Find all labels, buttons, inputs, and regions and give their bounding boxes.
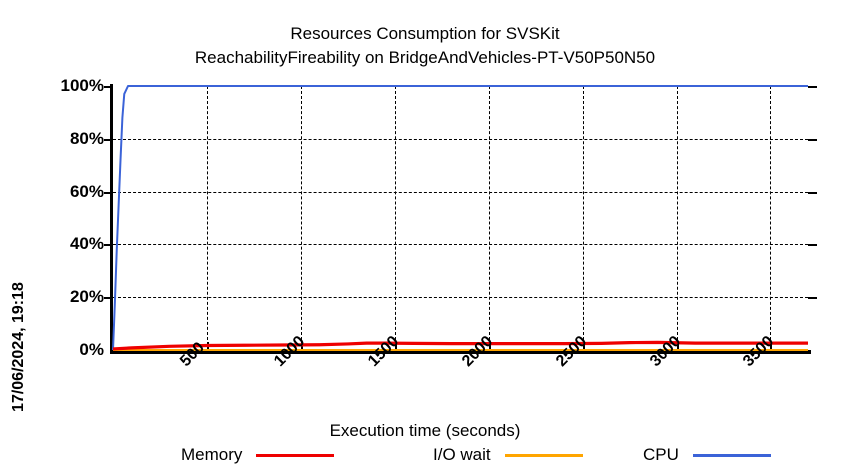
x-gridline <box>676 86 678 350</box>
x-axis-labels: 500 1000 1500 2000 2500 3000 3500 <box>113 333 813 422</box>
legend-label: I/O wait <box>433 445 491 464</box>
legend-item-memory[interactable]: Memory <box>181 443 335 467</box>
chart-legend: Memory I/O wait CPU <box>113 443 833 471</box>
x-axis-tick <box>582 342 585 351</box>
x-gridline <box>488 86 490 350</box>
legend-color-swatch <box>256 453 335 457</box>
x-axis-tick <box>300 342 303 351</box>
chart-title-line-2: ReachabilityFireability on BridgeAndVehi… <box>194 48 656 67</box>
y-axis-tick-right <box>808 86 817 88</box>
y-gridline <box>113 297 808 299</box>
y-axis-line <box>110 84 113 352</box>
y-axis-tick-label: 40% <box>69 234 104 254</box>
legend-color-swatch <box>692 453 771 457</box>
legend-label: CPU <box>643 445 679 464</box>
y-axis-tick <box>104 138 113 141</box>
x-axis-tick <box>488 342 491 351</box>
chart-title-line-1: Resources Consumption for SVSKit <box>290 24 560 43</box>
y-axis-tick-label: 60% <box>69 181 104 201</box>
x-axis-title: Execution time (seconds) <box>329 421 521 440</box>
series-layer <box>112 85 808 351</box>
y-axis-tick-label: 0% <box>79 340 104 359</box>
chart-title: Resources Consumption for SVSKit Reachab… <box>0 22 850 70</box>
x-axis-tick <box>770 342 773 351</box>
y-axis-labels: 0% 20% 40% 60% 80% 100% <box>0 77 104 358</box>
y-axis-tick <box>104 191 113 194</box>
y-axis-tick-label: 20% <box>69 287 104 307</box>
series-line-cpu <box>112 85 808 351</box>
y-axis-tick-label: 100% <box>60 76 104 95</box>
plot-area <box>104 84 817 354</box>
y-axis-tick-right <box>808 297 817 300</box>
x-axis-tick <box>394 342 397 351</box>
y-axis-tick <box>104 244 113 247</box>
x-axis-line <box>110 350 811 354</box>
legend-label: Memory <box>181 445 243 464</box>
legend-item-cpu[interactable]: CPU <box>643 443 771 467</box>
series-line-memory <box>112 340 808 351</box>
y-axis-tick <box>104 297 113 300</box>
x-gridline <box>582 86 584 350</box>
legend-item-i-o-wait[interactable]: I/O wait <box>433 443 583 467</box>
x-gridline <box>206 86 208 350</box>
y-gridline <box>113 244 808 246</box>
y-axis-tick-label: 80% <box>69 128 104 148</box>
x-axis-tick <box>676 342 679 351</box>
x-gridline <box>394 86 396 350</box>
x-gridline <box>770 86 772 350</box>
y-axis-tick-right <box>808 191 817 194</box>
y-axis-tick-right <box>808 244 817 247</box>
y-gridline <box>113 191 808 193</box>
x-gridline <box>300 86 302 350</box>
y-axis-tick <box>104 86 113 88</box>
y-gridline <box>113 138 808 140</box>
y-axis-tick-right <box>808 138 817 141</box>
legend-color-swatch <box>504 453 583 457</box>
